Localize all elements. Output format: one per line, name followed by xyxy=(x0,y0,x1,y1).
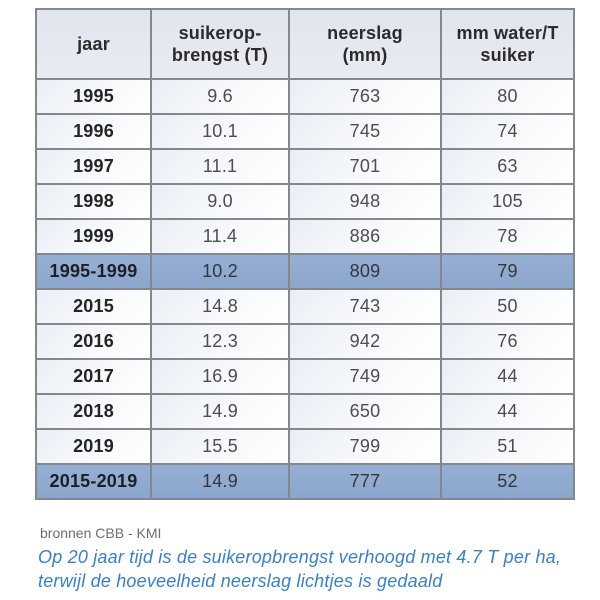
table-row: 1995 9.6 763 80 xyxy=(35,78,575,115)
header-neerslag: neerslag (mm) xyxy=(288,8,442,80)
cell-suikeropbrengst: 11.1 xyxy=(150,148,290,185)
cell-mm-water-per-t-suiker: 52 xyxy=(440,463,575,500)
cell-mm-water-per-t-suiker: 105 xyxy=(440,183,575,220)
cell-jaar: 1995 xyxy=(35,78,152,115)
source-note: bronnen CBB - KMI xyxy=(40,525,162,541)
cell-neerslag: 650 xyxy=(288,393,442,430)
cell-suikeropbrengst: 14.8 xyxy=(150,288,290,325)
cell-jaar: 2015 xyxy=(35,288,152,325)
cell-neerslag: 743 xyxy=(288,288,442,325)
cell-neerslag: 948 xyxy=(288,183,442,220)
table-row: 2015-2019 14.9 777 52 xyxy=(35,463,575,500)
cell-suikeropbrengst: 12.3 xyxy=(150,323,290,360)
cell-mm-water-per-t-suiker: 44 xyxy=(440,358,575,395)
cell-mm-water-per-t-suiker: 51 xyxy=(440,428,575,465)
header-suikeropbrengst: suikerop- brengst (T) xyxy=(150,8,290,80)
cell-neerslag: 745 xyxy=(288,113,442,150)
cell-suikeropbrengst: 10.2 xyxy=(150,253,290,290)
cell-suikeropbrengst: 9.6 xyxy=(150,78,290,115)
cell-mm-water-per-t-suiker: 50 xyxy=(440,288,575,325)
cell-jaar: 1997 xyxy=(35,148,152,185)
cell-neerslag: 809 xyxy=(288,253,442,290)
table-row: 2019 15.5 799 51 xyxy=(35,428,575,465)
cell-neerslag: 777 xyxy=(288,463,442,500)
cell-mm-water-per-t-suiker: 78 xyxy=(440,218,575,255)
table-row: 1996 10.1 745 74 xyxy=(35,113,575,150)
cell-jaar: 1998 xyxy=(35,183,152,220)
cell-mm-water-per-t-suiker: 44 xyxy=(440,393,575,430)
header-mm-water-per-t-suiker: mm water/T suiker xyxy=(440,8,575,80)
cell-jaar: 2017 xyxy=(35,358,152,395)
cell-neerslag: 763 xyxy=(288,78,442,115)
cell-neerslag: 799 xyxy=(288,428,442,465)
table-row: 2017 16.9 749 44 xyxy=(35,358,575,395)
table-row: 2016 12.3 942 76 xyxy=(35,323,575,360)
cell-neerslag: 886 xyxy=(288,218,442,255)
cell-mm-water-per-t-suiker: 80 xyxy=(440,78,575,115)
cell-mm-water-per-t-suiker: 76 xyxy=(440,323,575,360)
caption-text: Op 20 jaar tijd is de suikeropbrengst ve… xyxy=(38,547,562,591)
cell-suikeropbrengst: 14.9 xyxy=(150,393,290,430)
table-header: jaar suikerop- brengst (T) neerslag (mm)… xyxy=(35,8,575,80)
sugar-yield-precipitation-table: jaar suikerop- brengst (T) neerslag (mm)… xyxy=(35,8,575,500)
cell-suikeropbrengst: 15.5 xyxy=(150,428,290,465)
cell-jaar: 1995-1999 xyxy=(35,253,152,290)
cell-jaar: 2018 xyxy=(35,393,152,430)
cell-neerslag: 942 xyxy=(288,323,442,360)
table-row: 1998 9.0 948 105 xyxy=(35,183,575,220)
table-row: 2018 14.9 650 44 xyxy=(35,393,575,430)
header-jaar: jaar xyxy=(35,8,152,80)
table-row: 2015 14.8 743 50 xyxy=(35,288,575,325)
cell-suikeropbrengst: 16.9 xyxy=(150,358,290,395)
cell-jaar: 1999 xyxy=(35,218,152,255)
cell-jaar: 1996 xyxy=(35,113,152,150)
cell-suikeropbrengst: 11.4 xyxy=(150,218,290,255)
table-row: 1997 11.1 701 63 xyxy=(35,148,575,185)
cell-mm-water-per-t-suiker: 63 xyxy=(440,148,575,185)
table-header-row: jaar suikerop- brengst (T) neerslag (mm)… xyxy=(35,8,575,80)
cell-neerslag: 701 xyxy=(288,148,442,185)
cell-jaar: 2015-2019 xyxy=(35,463,152,500)
table-row: 1999 11.4 886 78 xyxy=(35,218,575,255)
table-row: 1995-1999 10.2 809 79 xyxy=(35,253,575,290)
cell-jaar: 2016 xyxy=(35,323,152,360)
table-body: 1995 9.6 763 80 1996 10.1 745 74 1997 11.1 701 63 19… xyxy=(35,78,575,500)
cell-suikeropbrengst: 9.0 xyxy=(150,183,290,220)
cell-neerslag: 749 xyxy=(288,358,442,395)
cell-suikeropbrengst: 14.9 xyxy=(150,463,290,500)
cell-mm-water-per-t-suiker: 74 xyxy=(440,113,575,150)
cell-jaar: 2019 xyxy=(35,428,152,465)
cell-suikeropbrengst: 10.1 xyxy=(150,113,290,150)
cell-mm-water-per-t-suiker: 79 xyxy=(440,253,575,290)
